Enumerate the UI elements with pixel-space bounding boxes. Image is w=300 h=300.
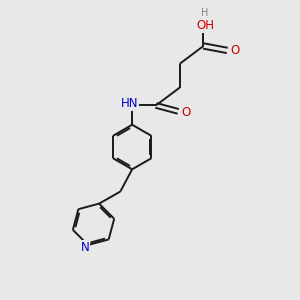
Text: OH: OH [196,19,214,32]
Text: HN: HN [120,98,138,110]
Text: O: O [181,106,190,119]
Text: O: O [230,44,239,57]
Text: N: N [81,241,89,254]
Text: H: H [201,8,209,18]
